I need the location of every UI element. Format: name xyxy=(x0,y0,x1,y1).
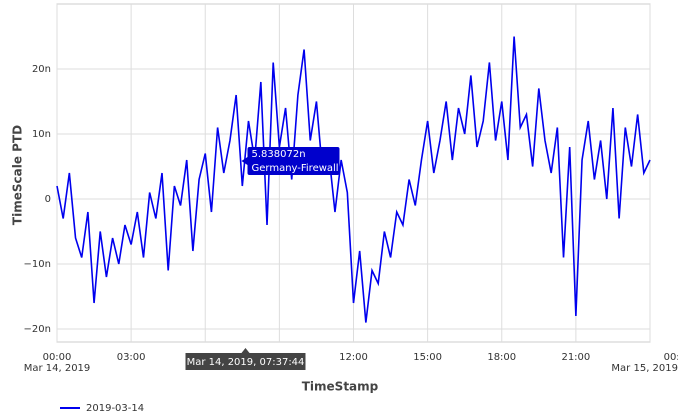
x-tick-label: 15:00 xyxy=(413,352,442,363)
crosshair-pointer xyxy=(241,348,250,353)
legend-label: 2019-03-14 xyxy=(86,403,144,414)
y-tick-label: 10n xyxy=(32,129,51,140)
y-axis-title: TimeScale PTD xyxy=(11,125,25,225)
series-line xyxy=(56,36,651,323)
x-tick-date: Mar 14, 2019 xyxy=(24,363,91,374)
tooltip-box xyxy=(247,147,340,176)
x-tick-label: 12:00 xyxy=(339,352,368,363)
x-tick-label: 00:00 xyxy=(43,352,72,363)
x-tick-label: 00:00 xyxy=(664,352,678,363)
x-tick-label: 03:00 xyxy=(117,352,146,363)
tooltip-value: 5.838072n xyxy=(251,149,305,160)
x-tick-label: 21:00 xyxy=(561,352,590,363)
y-tick-label: −20n xyxy=(24,324,51,335)
crosshair-label-box xyxy=(185,353,306,370)
y-tick-label: −10n xyxy=(24,259,51,270)
x-axis-title: TimeStamp xyxy=(302,380,379,394)
y-tick-label: 20n xyxy=(32,64,51,75)
y-tick-label: 0 xyxy=(45,194,51,205)
tooltip-series: Germany-Firewall xyxy=(251,163,338,174)
x-tick-date: Mar 15, 2019 xyxy=(611,363,678,374)
x-tick-label: 18:00 xyxy=(487,352,516,363)
crosshair-label: Mar 14, 2019, 07:37:44 xyxy=(187,357,305,368)
tooltip-pointer xyxy=(241,157,248,166)
